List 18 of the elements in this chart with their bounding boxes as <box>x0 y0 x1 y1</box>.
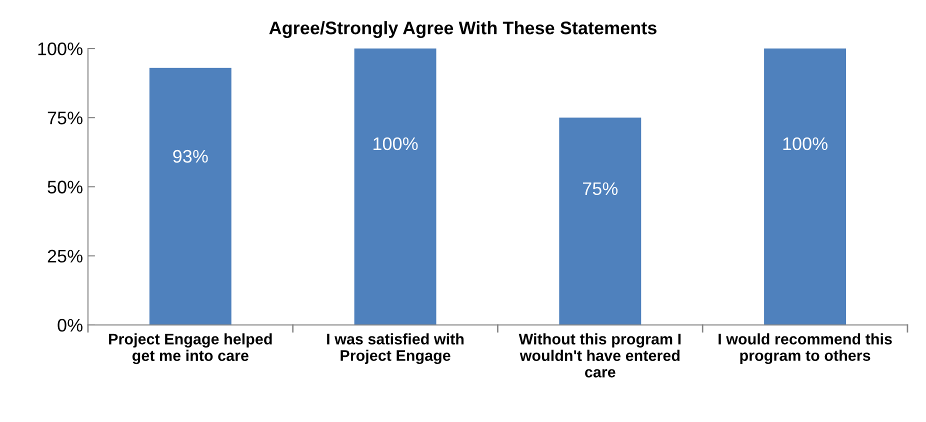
data-label: 93% <box>173 150 208 163</box>
x-tick-label: Without this program I wouldn't have entered care <box>518 333 681 378</box>
y-tick-label: 50% <box>48 180 82 194</box>
x-tick-label: I was satisfied with Project Engage <box>327 333 464 364</box>
y-tick-label: 25% <box>48 250 82 263</box>
bar <box>764 48 846 325</box>
data-label: 100% <box>783 137 828 150</box>
y-tick-label: 0% <box>58 318 82 332</box>
bar <box>559 118 642 325</box>
x-tick-label: I would recommend this program to others <box>718 333 892 364</box>
chart-title: Agree/Strongly Agree With These Statements <box>269 21 656 38</box>
y-tick-label: 75% <box>48 112 82 124</box>
data-label: 75% <box>583 182 618 196</box>
y-tick-label: 100% <box>38 42 82 56</box>
x-tick-label: Project Engage helped get me into care <box>109 333 272 364</box>
data-label: 100% <box>374 137 418 150</box>
bar <box>149 68 232 325</box>
bar <box>354 48 436 325</box>
